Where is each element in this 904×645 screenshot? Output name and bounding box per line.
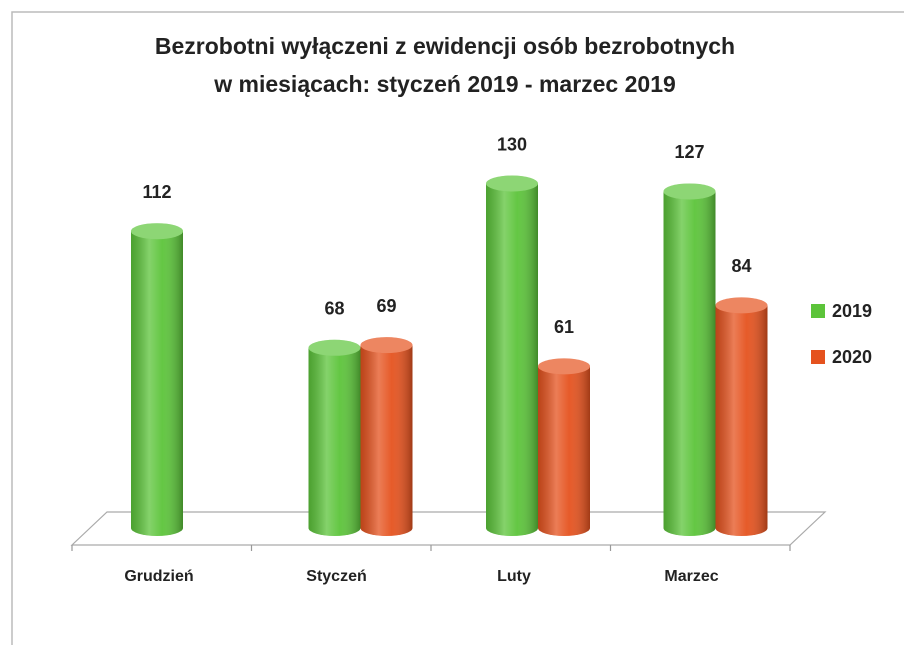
bar-top-light: [715, 297, 768, 314]
bar-top: [663, 183, 716, 200]
bar-shade: [308, 347, 361, 536]
value-label: 61: [554, 317, 574, 337]
bar-shade: [131, 231, 183, 536]
bar-top: [538, 358, 590, 375]
x-tick-label: Styczeń: [306, 568, 366, 585]
frame: [11, 11, 904, 645]
bar-top: [486, 175, 538, 192]
value-label: 69: [376, 296, 396, 316]
chart-title: w miesiącach: styczeń 2019 - marzec 2019: [213, 71, 676, 97]
bar-shade: [360, 345, 413, 536]
x-tick-label: Marzec: [664, 568, 718, 585]
bar-shade: [538, 366, 590, 536]
x-tick-label: Luty: [497, 568, 531, 585]
legend-swatch: [811, 304, 825, 318]
bar-top: [131, 223, 183, 240]
value-label: 127: [674, 142, 704, 162]
bar-shade: [715, 305, 768, 536]
value-label: 68: [324, 299, 344, 319]
bar-top-light: [538, 358, 590, 375]
bar-top: [360, 337, 413, 354]
bar-top: [308, 339, 361, 356]
bar-shade: [486, 183, 538, 536]
bar-top-light: [131, 223, 183, 240]
bar-top-light: [663, 183, 716, 200]
value-label: 112: [142, 182, 171, 202]
bar-top-light: [360, 337, 413, 354]
legend-swatch: [811, 350, 825, 364]
floor: [70, 511, 827, 546]
value-label: 84: [731, 256, 751, 276]
value-label: 130: [497, 134, 527, 154]
chart-title: Bezrobotni wyłączeni z ewidencji osób be…: [155, 33, 735, 59]
legend-label: 2020: [832, 347, 872, 367]
x-tick-label: Grudzień: [124, 568, 193, 585]
bar-top-light: [308, 339, 361, 356]
bar-top-light: [486, 175, 538, 192]
legend-label: 2019: [832, 301, 872, 321]
bar-shade: [663, 191, 716, 536]
bar-top: [715, 297, 768, 314]
